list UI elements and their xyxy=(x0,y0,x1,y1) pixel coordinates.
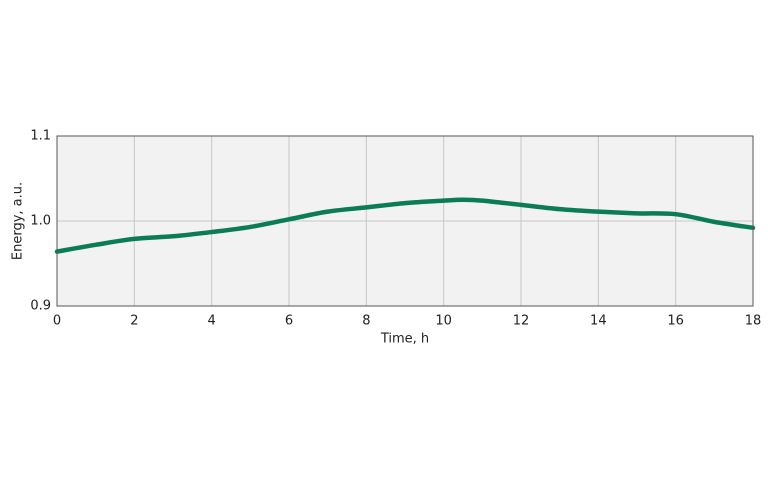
x-tick-label: 10 xyxy=(435,314,452,329)
x-tick-label: 12 xyxy=(513,314,530,329)
y-tick-label: 1.1 xyxy=(30,129,51,144)
x-axis-label: Time, h xyxy=(380,332,429,347)
lines xyxy=(54,197,756,254)
x-tick-label: 14 xyxy=(590,314,607,329)
y-axis-label: Energy, a.u. xyxy=(11,182,26,260)
y-tick-label: 1.0 xyxy=(30,214,51,229)
data-line xyxy=(54,197,756,254)
x-tick-label: 18 xyxy=(745,314,762,329)
x-tick-label: 16 xyxy=(667,314,684,329)
plot-frame xyxy=(56,135,754,307)
x-tick-label: 4 xyxy=(208,314,216,329)
y-tick-label: 0.9 xyxy=(30,299,51,314)
x-tick-label: 6 xyxy=(285,314,293,329)
x-tick-label: 2 xyxy=(130,314,138,329)
x-tick-label: 0 xyxy=(53,314,61,329)
x-tick-label: 8 xyxy=(362,314,370,329)
